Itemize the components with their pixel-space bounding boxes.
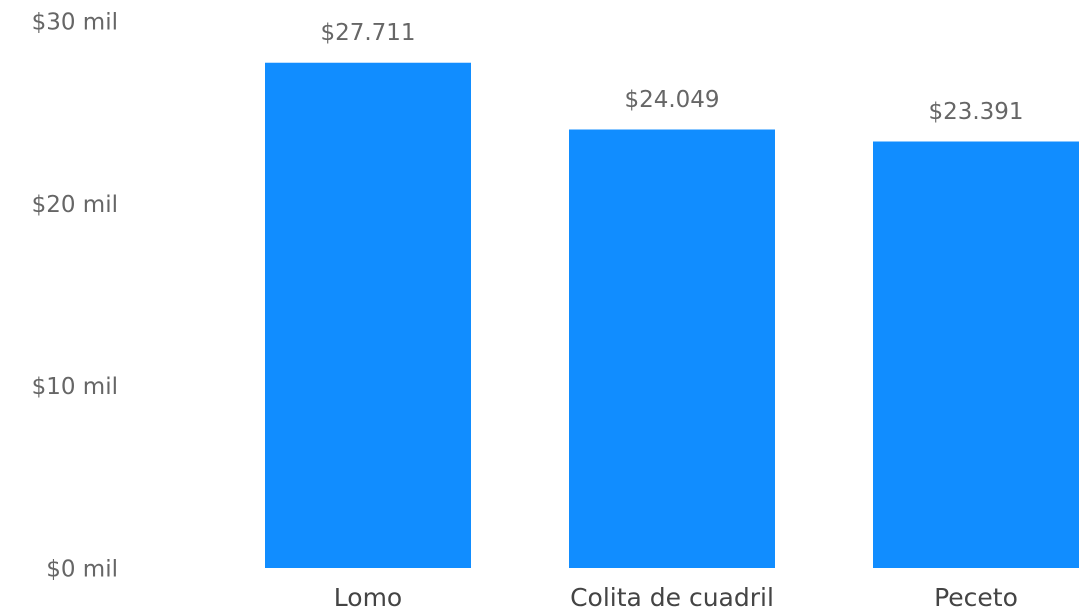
bar: [265, 62, 471, 569]
data-label: $23.391: [928, 99, 1023, 125]
y-tick-label: $0 mil: [46, 557, 118, 583]
data-label: $24.049: [624, 87, 719, 113]
bar: [569, 129, 775, 568]
x-tick-label: Peceto: [934, 583, 1018, 612]
bar: [873, 141, 1079, 569]
y-tick-label: $30 mil: [32, 10, 118, 36]
data-label: $27.711: [320, 20, 415, 46]
y-tick-label: $10 mil: [32, 374, 118, 400]
x-tick-label: Lomo: [334, 583, 402, 612]
y-tick-label: $20 mil: [32, 192, 118, 218]
x-tick-label: Colita de cuadril: [570, 583, 774, 612]
